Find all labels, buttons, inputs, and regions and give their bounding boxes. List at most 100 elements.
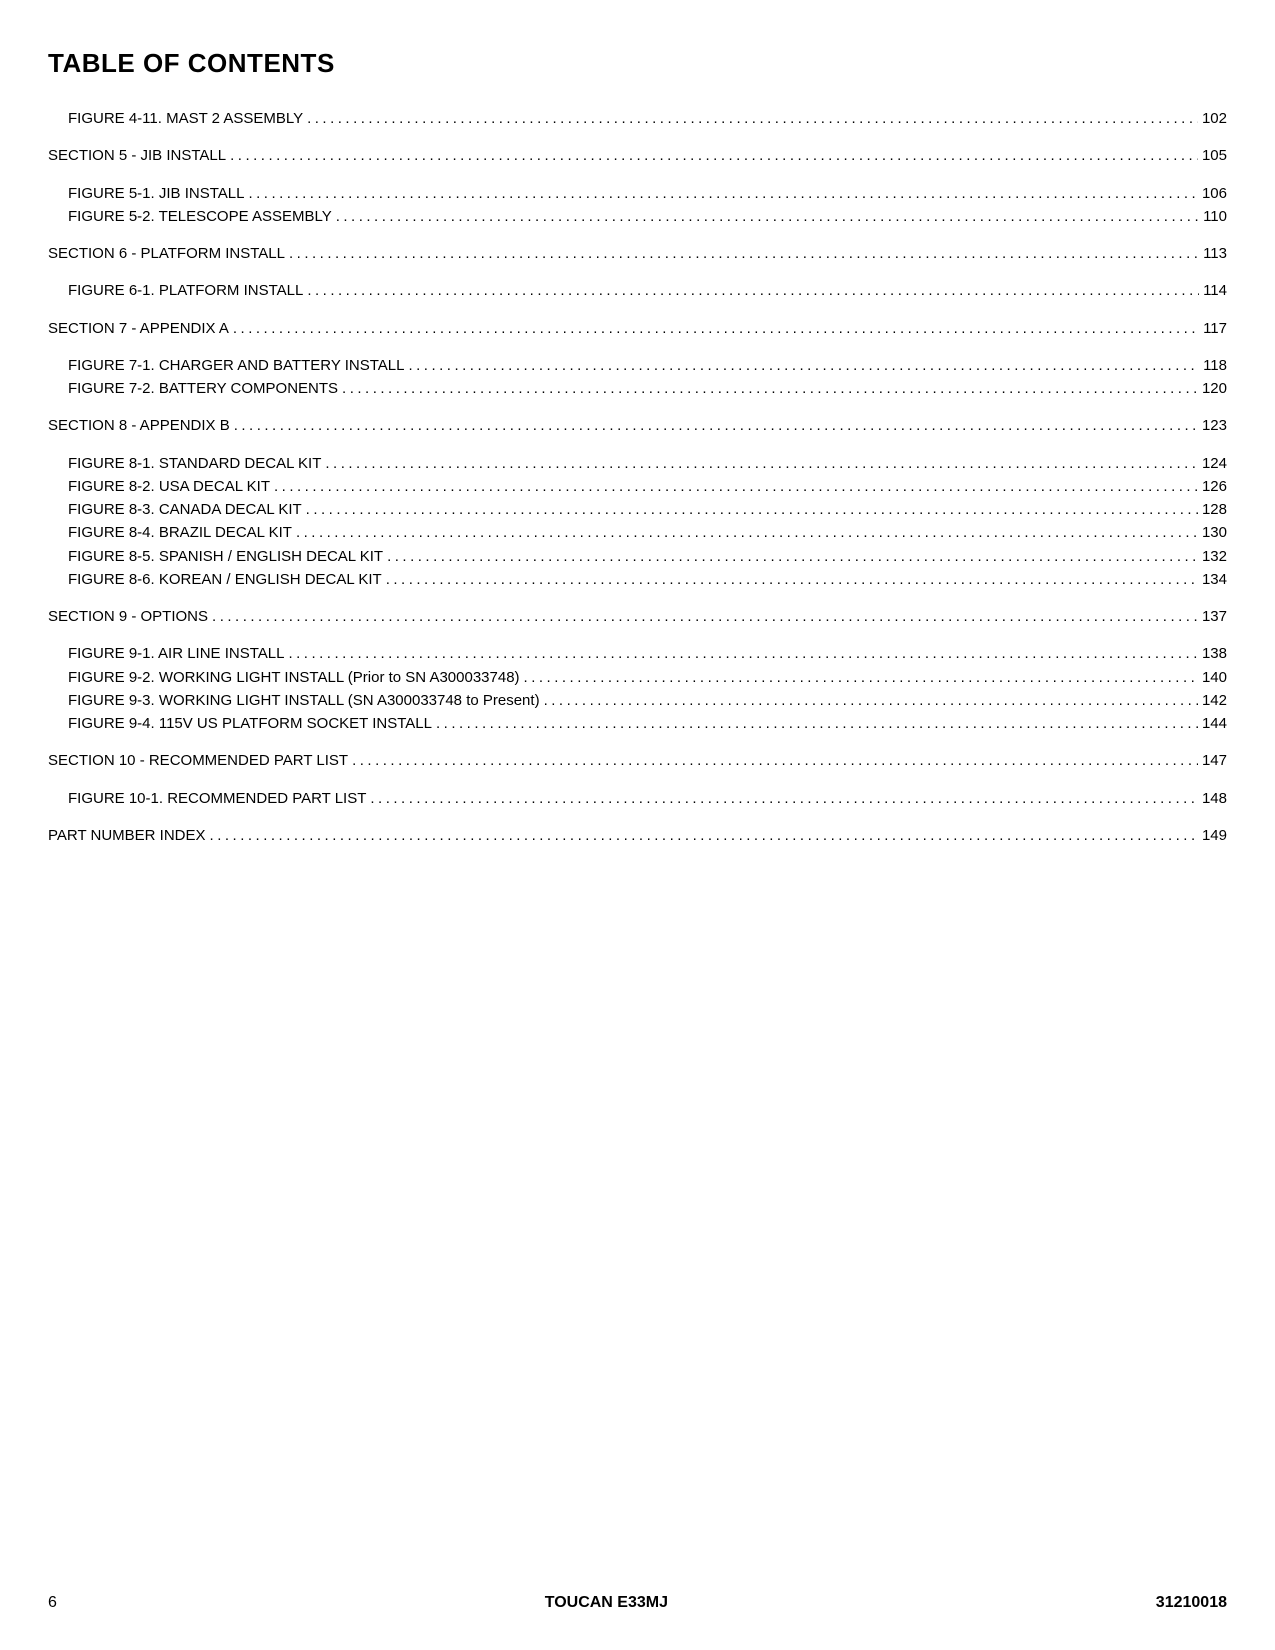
toc-dot-leader [289,242,1199,265]
toc-dot-leader [408,354,1199,377]
toc-entry-page: 114 [1203,279,1227,302]
toc-section-entry: PART NUMBER INDEX 149 [48,824,1227,847]
toc-title: TABLE OF CONTENTS [48,48,1227,79]
toc-entry-label: SECTION 6 - PLATFORM INSTALL [48,242,285,265]
toc-entry-label: FIGURE 9-2. WORKING LIGHT INSTALL (Prior… [68,666,520,689]
toc-dot-leader [436,712,1198,735]
toc-entry-label: SECTION 7 - APPENDIX A [48,317,229,340]
toc-entry-label: FIGURE 4-11. MAST 2 ASSEMBLY [68,107,303,130]
toc-entry-page: 128 [1202,498,1227,521]
toc-entry-label: FIGURE 8-1. STANDARD DECAL KIT [68,452,321,475]
toc-figure-entry: FIGURE 9-2. WORKING LIGHT INSTALL (Prior… [68,666,1227,689]
toc-entry-label: FIGURE 5-1. JIB INSTALL [68,182,244,205]
toc-dot-leader [336,205,1199,228]
page: TABLE OF CONTENTS FIGURE 4-11. MAST 2 AS… [0,0,1275,1650]
toc-entry-label: FIGURE 5-2. TELESCOPE ASSEMBLY [68,205,332,228]
toc-entry-label: SECTION 8 - APPENDIX B [48,414,230,437]
toc-section-entry: SECTION 10 - RECOMMENDED PART LIST 147 [48,749,1227,772]
toc-figure-entry: FIGURE 8-6. KOREAN / ENGLISH DECAL KIT 13… [68,568,1227,591]
toc-dot-leader [234,414,1198,437]
toc-figure-entry: FIGURE 9-1. AIR LINE INSTALL 138 [68,642,1227,665]
toc-dot-leader [296,521,1198,544]
toc-entry-label: FIGURE 7-1. CHARGER AND BATTERY INSTALL [68,354,404,377]
toc-figure-entry: FIGURE 4-11. MAST 2 ASSEMBLY 102 [68,107,1227,130]
toc-entry-label: FIGURE 7-2. BATTERY COMPONENTS [68,377,338,400]
toc-section-entry: SECTION 9 - OPTIONS 137 [48,605,1227,628]
toc-dot-leader [524,666,1198,689]
toc-entry-page: 126 [1202,475,1227,498]
toc-dot-leader [325,452,1198,475]
toc-section-entry: SECTION 8 - APPENDIX B 123 [48,414,1227,437]
toc-figure-entry: FIGURE 8-1. STANDARD DECAL KIT 124 [68,452,1227,475]
page-footer: 6 TOUCAN E33MJ 31210018 [48,1594,1227,1612]
toc-dot-leader [386,568,1198,591]
toc-figure-entry: FIGURE 10-1. RECOMMENDED PART LIST 148 [68,787,1227,810]
toc-figure-entry: FIGURE 7-2. BATTERY COMPONENTS 120 [68,377,1227,400]
toc-figure-entry: FIGURE 6-1. PLATFORM INSTALL 114 [68,279,1227,302]
toc-entry-label: FIGURE 8-6. KOREAN / ENGLISH DECAL KIT [68,568,382,591]
toc-dot-leader [544,689,1198,712]
toc-entry-page: 147 [1202,749,1227,772]
toc-dot-leader [342,377,1198,400]
toc-dot-leader [307,107,1198,130]
toc-dot-leader [387,545,1198,568]
toc-dot-leader [274,475,1198,498]
toc-dot-leader [230,144,1198,167]
toc-entry-page: 149 [1202,824,1227,847]
toc-dot-leader [210,824,1198,847]
toc-entry-page: 105 [1202,144,1227,167]
toc-dot-leader [248,182,1198,205]
toc-entry-page: 134 [1202,568,1227,591]
toc-entry-label: SECTION 10 - RECOMMENDED PART LIST [48,749,348,772]
toc-entry-label: FIGURE 8-5. SPANISH / ENGLISH DECAL KIT [68,545,383,568]
toc-figure-entry: FIGURE 8-4. BRAZIL DECAL KIT 130 [68,521,1227,544]
toc-entry-page: 102 [1202,107,1227,130]
toc-entry-label: SECTION 5 - JIB INSTALL [48,144,226,167]
toc-figure-entry: FIGURE 5-2. TELESCOPE ASSEMBLY 110 [68,205,1227,228]
toc-entry-page: 132 [1202,545,1227,568]
toc-entry-page: 120 [1202,377,1227,400]
toc-entry-label: FIGURE 9-4. 115V US PLATFORM SOCKET INST… [68,712,432,735]
toc-section-entry: SECTION 7 - APPENDIX A 117 [48,317,1227,340]
toc-entry-label: FIGURE 8-4. BRAZIL DECAL KIT [68,521,292,544]
toc-dot-leader [306,498,1198,521]
footer-right: 31210018 [1156,1594,1227,1612]
toc-entry-page: 137 [1202,605,1227,628]
toc-dot-leader [370,787,1198,810]
toc-figure-entry: FIGURE 5-1. JIB INSTALL 106 [68,182,1227,205]
toc-entry-label: FIGURE 9-3. WORKING LIGHT INSTALL (SN A3… [68,689,540,712]
toc-entry-page: 117 [1203,317,1227,340]
toc-entry-label: FIGURE 8-3. CANADA DECAL KIT [68,498,302,521]
toc-figure-entry: FIGURE 7-1. CHARGER AND BATTERY INSTALL 1… [68,354,1227,377]
toc-entry-page: 138 [1202,642,1227,665]
toc-entry-page: 142 [1202,689,1227,712]
toc-entry-label: SECTION 9 - OPTIONS [48,605,208,628]
toc-dot-leader [307,279,1199,302]
toc-entry-label: FIGURE 8-2. USA DECAL KIT [68,475,270,498]
toc-entry-page: 113 [1203,242,1227,265]
toc-entry-page: 130 [1202,521,1227,544]
toc-entry-label: FIGURE 10-1. RECOMMENDED PART LIST [68,787,366,810]
toc-section-entry: SECTION 6 - PLATFORM INSTALL 113 [48,242,1227,265]
toc-entry-page: 110 [1203,205,1227,228]
toc-entry-label: FIGURE 6-1. PLATFORM INSTALL [68,279,303,302]
toc-entry-page: 148 [1202,787,1227,810]
toc-entry-page: 118 [1203,354,1227,377]
toc-dot-leader [352,749,1198,772]
toc-entry-label: FIGURE 9-1. AIR LINE INSTALL [68,642,284,665]
toc-figure-entry: FIGURE 9-3. WORKING LIGHT INSTALL (SN A3… [68,689,1227,712]
toc-entry-page: 124 [1202,452,1227,475]
toc-dot-leader [212,605,1198,628]
toc-dot-leader [288,642,1198,665]
footer-page-number: 6 [48,1594,57,1612]
toc-entry-page: 106 [1202,182,1227,205]
footer-center: TOUCAN E33MJ [545,1594,668,1612]
toc-section-entry: SECTION 5 - JIB INSTALL 105 [48,144,1227,167]
toc-figure-entry: FIGURE 8-3. CANADA DECAL KIT 128 [68,498,1227,521]
toc-entry-page: 123 [1202,414,1227,437]
toc-dot-leader [233,317,1199,340]
toc-figure-entry: FIGURE 8-5. SPANISH / ENGLISH DECAL KIT 1… [68,545,1227,568]
toc-list: FIGURE 4-11. MAST 2 ASSEMBLY 102 SECTION 5… [48,107,1227,847]
toc-entry-label: PART NUMBER INDEX [48,824,206,847]
toc-entry-page: 140 [1202,666,1227,689]
